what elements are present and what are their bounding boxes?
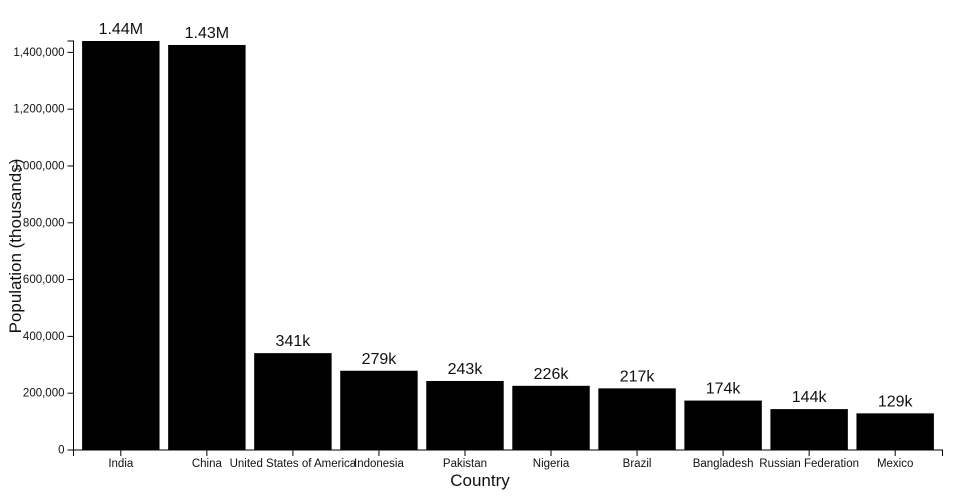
x-axis-line [73, 449, 943, 456]
bar-value-label-pakistan: 243k [448, 361, 484, 378]
bar-russian-federation [770, 409, 848, 450]
bar-value-label-mexico: 129k [878, 393, 914, 410]
x-tick-label-nigeria: Nigeria [533, 458, 570, 470]
y-tick-label: 1,400,000 [13, 47, 64, 59]
bar-indonesia [340, 370, 418, 450]
y-tick-label: 1,000,000 [13, 160, 64, 172]
bar-value-label-brazil: 217k [620, 368, 656, 385]
y-axis-line [67, 40, 74, 451]
y-tick-label: 1,200,000 [13, 104, 64, 116]
bar-value-label-nigeria: 226k [534, 366, 570, 383]
x-tick-label-russian-federation: Russian Federation [759, 458, 859, 470]
bar-mexico [856, 413, 934, 450]
y-tick-label: 800,000 [23, 217, 65, 229]
bar-value-label-bangladesh: 174k [706, 381, 742, 398]
bar-united-states-of-america [254, 353, 332, 450]
x-tick-label-bangladesh: Bangladesh [693, 458, 754, 470]
x-tick-label-pakistan: Pakistan [443, 458, 487, 470]
x-tick-label-india: India [108, 458, 134, 470]
x-tick-label-mexico: Mexico [877, 458, 913, 470]
bar-value-label-russian-federation: 144k [792, 389, 828, 406]
bar-value-label-indonesia: 279k [362, 351, 398, 368]
x-axis-title: Country [450, 471, 510, 490]
y-tick-label: 0 [58, 445, 64, 457]
x-tick-label-brazil: Brazil [623, 458, 652, 470]
x-tick-label-united-states-of-america: United States of America [230, 458, 357, 470]
y-tick-label: 400,000 [23, 331, 65, 343]
bar-value-label-india: 1.44M [99, 21, 143, 38]
bar-nigeria [512, 385, 590, 450]
x-tick-label-indonesia: Indonesia [354, 458, 404, 470]
bar-brazil [598, 388, 676, 450]
y-axis-title: Population (thousands) [6, 158, 25, 334]
y-tick-label: 200,000 [23, 388, 65, 400]
bar-value-label-united-states-of-america: 341k [276, 333, 312, 350]
x-tick-label-china: China [192, 458, 223, 470]
bar-bangladesh [684, 400, 762, 450]
y-tick-label: 600,000 [23, 274, 65, 286]
bar-china [168, 44, 246, 451]
bar-value-label-china: 1.43M [185, 25, 229, 42]
bar-pakistan [426, 380, 504, 450]
bar-india [82, 41, 160, 450]
